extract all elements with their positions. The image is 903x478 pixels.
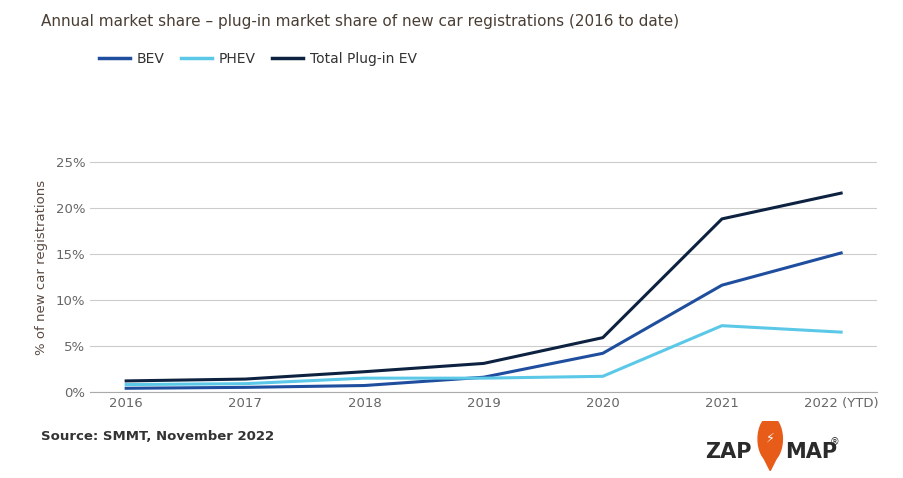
Polygon shape (760, 452, 778, 470)
Text: Annual market share – plug-in market share of new car registrations (2016 to dat: Annual market share – plug-in market sha… (41, 14, 678, 29)
Text: ®: ® (829, 437, 839, 447)
Text: MAP: MAP (784, 442, 836, 462)
Y-axis label: % of new car registrations: % of new car registrations (34, 180, 48, 355)
Legend: BEV, PHEV, Total Plug-in EV: BEV, PHEV, Total Plug-in EV (93, 46, 422, 71)
Text: ⚡: ⚡ (765, 432, 774, 445)
Text: ZAP: ZAP (704, 442, 750, 462)
Circle shape (758, 417, 781, 461)
Text: Source: SMMT, November 2022: Source: SMMT, November 2022 (41, 430, 274, 443)
